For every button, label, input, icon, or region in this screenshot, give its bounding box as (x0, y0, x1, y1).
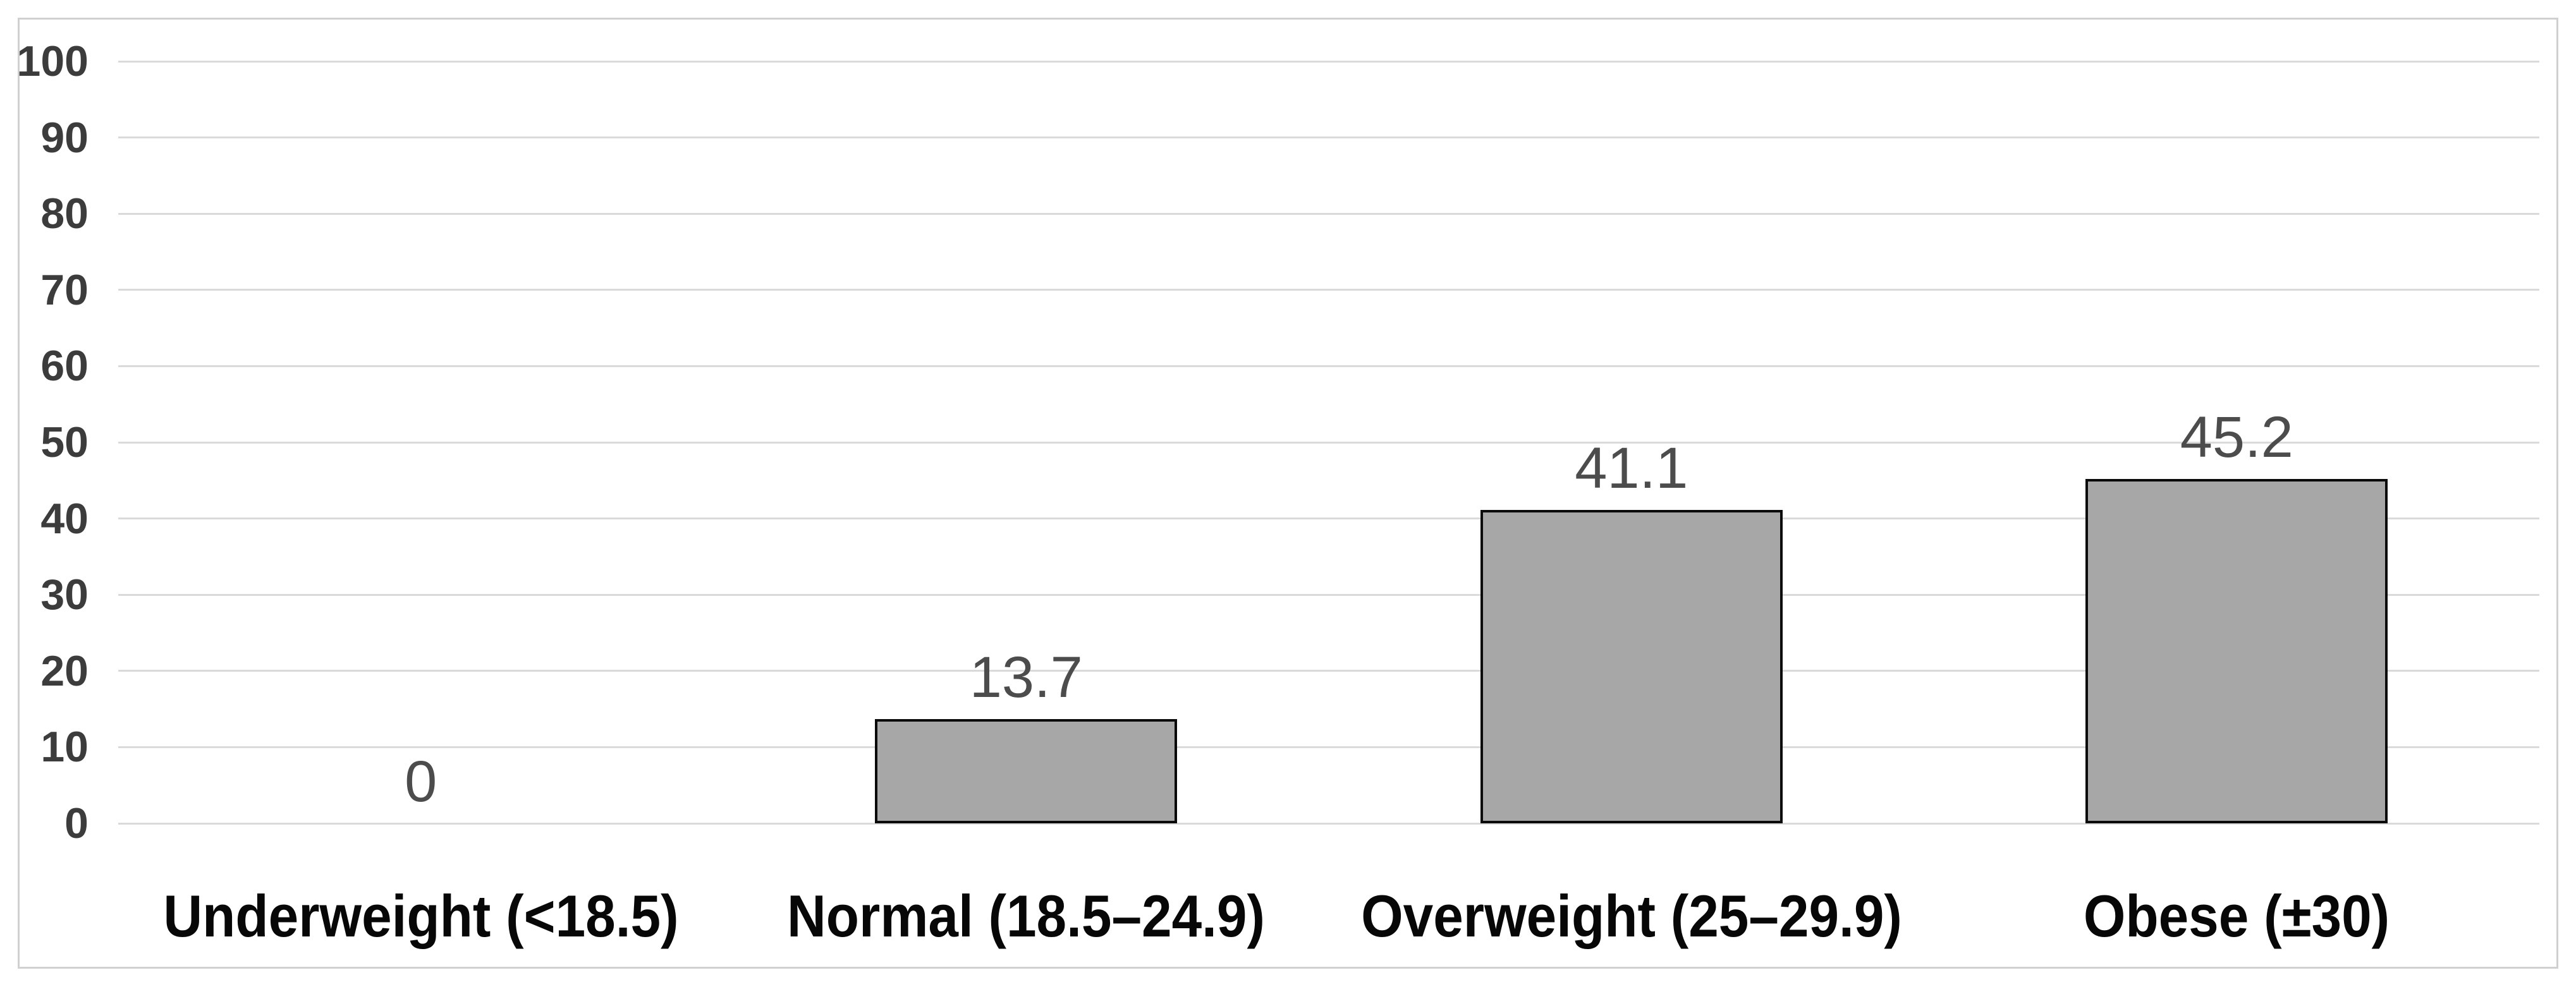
y-axis-tick-label: 90 (40, 113, 89, 162)
y-axis-tick-label: 80 (40, 190, 89, 238)
y-axis-tick-label: 70 (40, 265, 89, 314)
y-axis-tick-label: 50 (40, 418, 89, 466)
gridline (118, 593, 2539, 596)
x-axis-category-label: Overweight (25–29.9) (1360, 883, 1902, 949)
bar (1480, 510, 1783, 823)
bar-value-label: 41.1 (1575, 436, 1688, 501)
gridline (118, 289, 2539, 291)
gridline (118, 365, 2539, 367)
gridline (118, 670, 2539, 672)
y-axis-tick-label: 0 (64, 799, 89, 847)
gridline (118, 212, 2539, 215)
y-axis-tick-label: 40 (40, 494, 89, 543)
bar (875, 718, 1178, 823)
y-axis-tick-label: 60 (40, 342, 89, 391)
y-axis-tick-label: 10 (40, 723, 89, 772)
gridline (118, 746, 2539, 748)
gridline (118, 60, 2539, 63)
y-axis-tick-label: 20 (40, 646, 89, 695)
bar-value-label: 0 (405, 749, 437, 814)
x-axis-category-label: Obese (±30) (2084, 883, 2390, 949)
x-axis-category-label: Normal (18.5–24.9) (787, 883, 1266, 949)
chart-outer-frame (18, 18, 2558, 969)
gridline (118, 441, 2539, 444)
gridline (118, 518, 2539, 520)
y-axis-tick-label: 100 (16, 37, 89, 85)
x-axis-category-label: Underweight (<18.5) (163, 883, 679, 949)
bar (2085, 478, 2388, 823)
gridline (118, 136, 2539, 139)
gridline (118, 822, 2539, 825)
y-axis-tick-label: 30 (40, 571, 89, 619)
bar-value-label: 13.7 (969, 645, 1083, 710)
bar-value-label: 45.2 (2180, 404, 2293, 469)
